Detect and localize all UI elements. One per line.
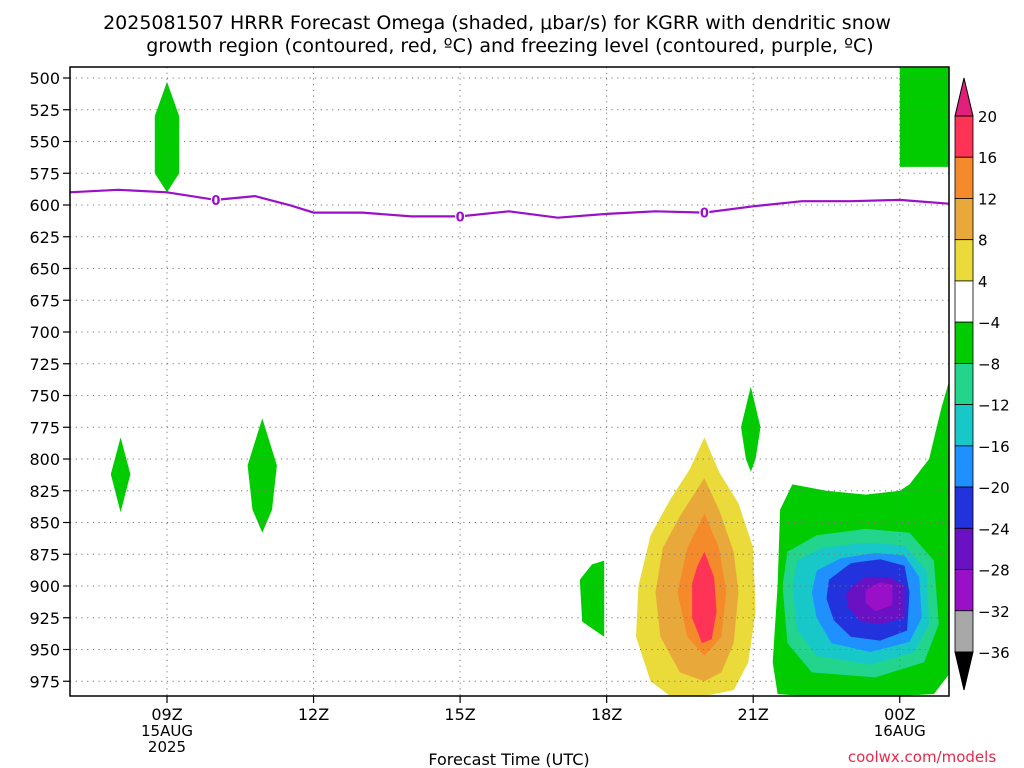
plot-border [69, 66, 950, 697]
colorbar-band [954, 610, 974, 653]
colorbar-band [954, 280, 974, 323]
y-tick-label: 525 [29, 101, 60, 120]
contour-label-bg [455, 209, 466, 224]
y-tick-label: 650 [29, 260, 60, 279]
omega-region-3 [247, 418, 277, 533]
colorbar-band [954, 239, 974, 282]
y-tick-label: 575 [29, 164, 60, 183]
x-tick-label: 00Z [884, 705, 915, 724]
contour-label-bg [210, 192, 221, 207]
site-credit[interactable]: coolwx.com/models [848, 748, 996, 766]
freezing-level-label: 0 [700, 207, 709, 222]
colorbar-band [954, 445, 974, 488]
colorbar-band [954, 362, 974, 406]
y-tick-label: 825 [29, 482, 60, 501]
y-tick-label: 875 [29, 545, 60, 564]
colorbar-band [954, 404, 974, 447]
y-tick-label: 925 [29, 609, 60, 628]
colorbar-band [954, 569, 974, 612]
colorbar: 20 16 12 8 4 −4 −8 −12 −16 −20 −24 −28 −32 −36 [954, 77, 1010, 691]
x-tick-label: 09Z [151, 705, 182, 724]
y-tick-label: 725 [29, 355, 60, 374]
colorbar-level-label: −12 [978, 397, 1010, 415]
colorbar-level-label: −4 [978, 314, 1000, 332]
x-tick-label: 18Z [591, 705, 622, 724]
omega-region-2 [110, 437, 131, 513]
y-tick-label: 625 [29, 228, 60, 247]
y-tick-label: 600 [29, 196, 60, 215]
plot-frame [69, 66, 950, 697]
y-axis: 500 525 550 575 600 625 650 675 700 725 750 775 800 8… [29, 69, 70, 691]
omega-region-1 [899, 67, 949, 167]
y-tick-label: 500 [29, 69, 60, 88]
y-tick-label: 975 [29, 672, 60, 691]
freezing-level-contour: 0 0 0 [69, 188, 949, 225]
omega-region-4 [741, 386, 761, 472]
colorbar-band [954, 527, 974, 570]
colorbar-level-label: 12 [978, 190, 997, 208]
colorbar-band [954, 115, 974, 158]
freezing-level-line [69, 188, 949, 219]
colorbar-band [954, 486, 974, 529]
chart-title-line2: growth region (contoured, red, ºC) and f… [146, 35, 873, 57]
colorbar-level-label: −24 [978, 520, 1010, 538]
x-tick-label: 12Z [298, 705, 329, 724]
x-tick-label: 15AUG [141, 722, 193, 740]
y-tick-label: 750 [29, 387, 60, 406]
y-tick-label: 950 [29, 641, 60, 660]
y-tick-label: 850 [29, 514, 60, 533]
freezing-level-label: 0 [211, 194, 220, 209]
colorbar-band [954, 198, 974, 241]
colorbar-level-label: 16 [978, 149, 997, 167]
x-tick-label: 2025 [148, 738, 186, 756]
colorbar-level-label: −20 [978, 479, 1010, 497]
grid-lines [70, 67, 949, 696]
colorbar-level-label: −28 [978, 562, 1010, 580]
y-tick-label: 775 [29, 418, 60, 437]
omega-region-5 [579, 560, 605, 637]
y-tick-label: 800 [29, 450, 60, 469]
colorbar-band [954, 156, 974, 199]
colorbar-level-label: −36 [978, 644, 1010, 662]
colorbar-level-label: 4 [978, 273, 988, 291]
colorbar-bottom-arrow [954, 651, 974, 691]
x-tick-label: 15Z [444, 705, 475, 724]
freezing-level-label: 0 [456, 210, 465, 225]
x-tick-label: 16AUG [874, 722, 926, 740]
colorbar-top-arrow [954, 77, 974, 117]
omega-region-12 [865, 582, 893, 612]
contour-label-bg [699, 205, 710, 220]
y-tick-label: 550 [29, 133, 60, 152]
y-tick-label: 700 [29, 323, 60, 342]
colorbar-level-label: 8 [978, 232, 988, 250]
chart-title-line1: 2025081507 HRRR Forecast Omega (shaded, … [103, 12, 891, 34]
colorbar-band [954, 321, 974, 364]
x-axis-label: Forecast Time (UTC) [428, 750, 589, 768]
omega-region-16 [692, 551, 717, 644]
y-tick-label: 675 [29, 291, 60, 310]
colorbar-level-label: −8 [978, 355, 1000, 373]
colorbar-level-label: −16 [978, 438, 1010, 456]
colorbar-level-label: −32 [978, 603, 1010, 621]
plot-area [110, 67, 949, 696]
colorbar-level-label: 20 [978, 108, 997, 126]
x-tick-label: 21Z [738, 705, 769, 724]
y-tick-label: 900 [29, 577, 60, 596]
